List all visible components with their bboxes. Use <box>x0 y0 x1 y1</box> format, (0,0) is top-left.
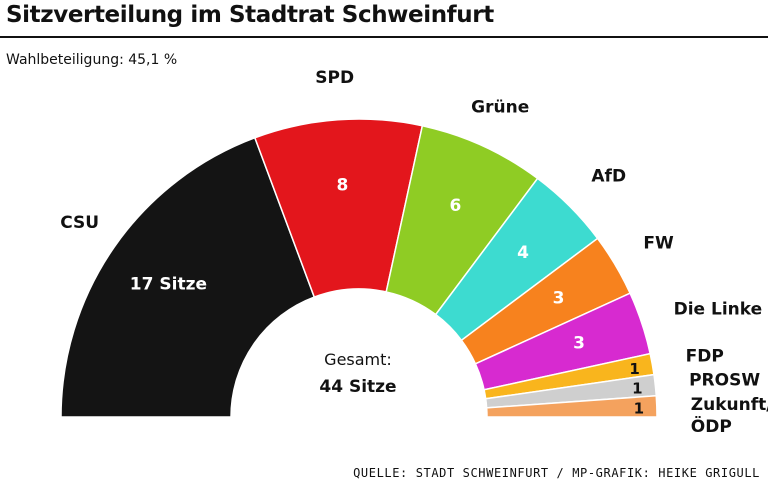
seat-label-gruene: 6 <box>449 196 461 216</box>
party-name-zukunft-oedp-line2: ÖDP <box>691 415 732 437</box>
seat-label-zukunft-oedp: 1 <box>634 400 644 418</box>
seat-label-csu: 17 Sitze <box>130 275 207 295</box>
source-credit: QUELLE: STADT SCHWEINFURT / MP-GRAFIK: H… <box>353 466 760 480</box>
total-value: 44 Sitze <box>319 377 396 397</box>
labels: 17 Sitze CSU 8 SPD 6 Grüne 4 AfD 3 FW 3 Die Linke 1 F… <box>60 68 768 437</box>
party-name-zukunft-oedp-line1: Zukunft/ <box>691 395 768 415</box>
seat-label-prosw: 1 <box>632 380 642 398</box>
party-name-spd: SPD <box>315 68 354 88</box>
party-name-prosw: PROSW <box>689 371 760 391</box>
seat-label-die-linke: 3 <box>573 334 585 354</box>
party-name-die-linke: Die Linke <box>674 300 763 320</box>
seat-label-fw: 3 <box>553 289 565 309</box>
party-name-csu: CSU <box>60 213 99 233</box>
slice-csu <box>60 136 316 418</box>
chart-title: Sitzverteilung im Stadtrat Schweinfurt <box>6 2 494 28</box>
party-name-gruene: Grüne <box>471 98 529 118</box>
seat-label-afd: 4 <box>517 243 529 263</box>
party-name-fw: FW <box>643 234 674 254</box>
party-name-afd: AfD <box>591 167 626 187</box>
seat-label-fdp: 1 <box>629 360 639 378</box>
slice-zukunft-oedp <box>485 394 658 418</box>
title-rule <box>0 36 768 38</box>
seat-label-spd: 8 <box>336 176 348 196</box>
total-label: Gesamt: <box>324 350 392 369</box>
turnout-label: Wahlbeteiligung: 45,1 % <box>6 52 178 68</box>
slices <box>60 118 658 418</box>
party-name-fdp: FDP <box>686 347 724 367</box>
